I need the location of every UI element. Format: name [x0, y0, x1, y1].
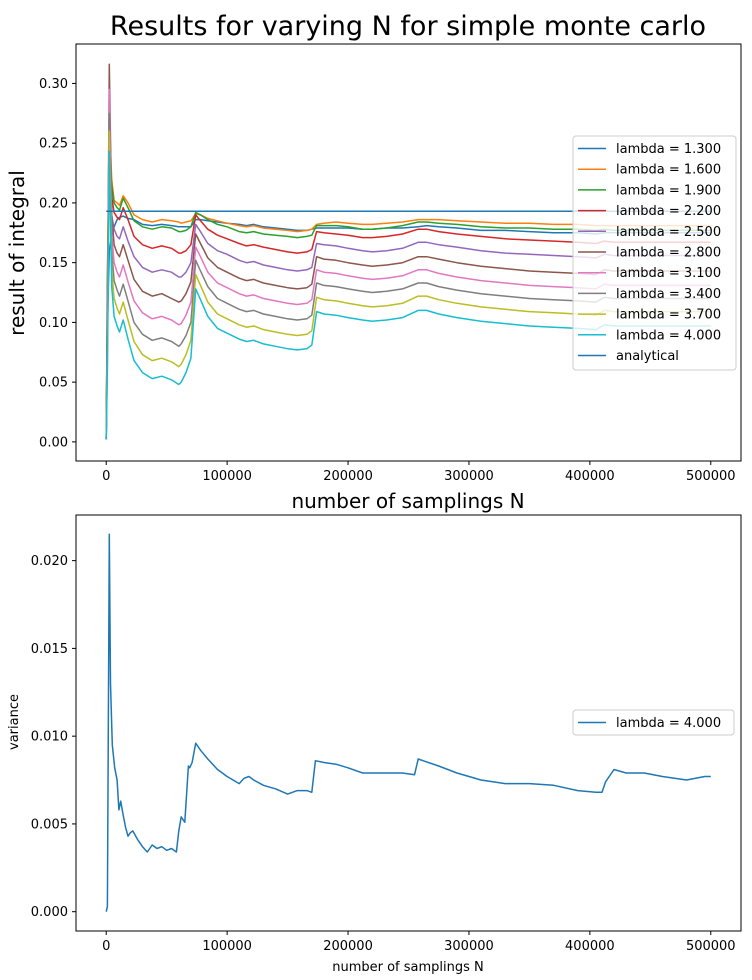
results-chart-xtick-label: 0 — [102, 469, 110, 484]
results-chart-series-line-7 — [105, 88, 711, 440]
variance-chart-xtick-label: 500000 — [686, 939, 736, 954]
results-chart-series-line-2 — [105, 118, 711, 440]
results-chart-ytick-label: 0.10 — [39, 316, 68, 331]
results-chart-ytick-label: 0.25 — [39, 137, 68, 152]
results-chart-legend-box — [572, 135, 737, 371]
variance-chart-xlabel: number of samplings N — [332, 960, 484, 975]
results-chart-xtick-label: 100000 — [202, 469, 252, 484]
variance-chart: 0 100000 200000 300000 400000 500000 0.000 0.00… — [7, 514, 742, 975]
results-chart-ytick-label: 0.00 — [39, 435, 68, 450]
results-chart-legend-label: lambda = 1.600 — [616, 163, 721, 178]
results-chart-series-line-1 — [105, 215, 711, 440]
results-chart-title: Results for varying N for simple monte c… — [110, 11, 706, 42]
variance-chart-xtick-label: 100000 — [202, 939, 252, 954]
variance-chart-ytick-label: 0.005 — [31, 817, 68, 832]
results-chart: Results for varying N for simple monte c… — [5, 11, 742, 513]
results-chart-ytick-label: 0.30 — [39, 77, 68, 92]
variance-chart-legend-box — [572, 709, 735, 736]
results-chart-lines — [105, 63, 711, 440]
variance-chart-ytick-label: 0.000 — [31, 905, 68, 920]
results-chart-xtick-label: 300000 — [444, 469, 494, 484]
variance-chart-xtick-label: 300000 — [444, 939, 494, 954]
results-chart-xlabel: number of samplings N — [291, 489, 524, 513]
variance-chart-xtick-label: 0 — [102, 939, 110, 954]
variance-chart-axes: 0 100000 200000 300000 400000 500000 0.000 0.00… — [31, 514, 742, 954]
variance-chart-legend: lambda = 4.000 — [572, 709, 735, 736]
results-chart-series-line-9 — [105, 130, 711, 440]
results-chart-legend-label: lambda = 2.800 — [616, 246, 721, 261]
variance-chart-ytick-label: 0.015 — [31, 642, 68, 657]
results-chart-series-line-4 — [105, 136, 711, 440]
results-chart-series-line-3 — [105, 130, 711, 440]
variance-chart-lines — [105, 533, 711, 912]
results-chart-legend-label: lambda = 2.200 — [616, 204, 721, 219]
results-chart-ylabel: result of integral — [5, 170, 29, 336]
results-chart-legend-label: lambda = 3.100 — [616, 266, 721, 281]
results-chart-legend-label: lambda = 2.500 — [616, 225, 721, 240]
results-chart-legend-label: lambda = 3.400 — [616, 287, 721, 302]
variance-chart-ytick-label: 0.010 — [31, 730, 68, 745]
results-chart-series-line-5 — [105, 142, 711, 440]
results-chart-frame — [75, 43, 742, 462]
variance-chart-xtick-label: 200000 — [323, 939, 373, 954]
results-chart-series-line-8 — [105, 112, 711, 440]
variance-chart-legend-label: lambda = 4.000 — [616, 716, 721, 731]
results-chart-legend-label: lambda = 1.900 — [616, 183, 721, 198]
variance-chart-ytick-label: 0.020 — [31, 554, 68, 569]
variance-chart-ylabel: variance — [7, 694, 22, 750]
variance-chart-frame — [75, 514, 742, 932]
variance-chart-xtick-label: 400000 — [565, 939, 615, 954]
results-chart-ytick-label: 0.20 — [39, 196, 68, 211]
results-chart-series-line-10 — [105, 150, 711, 440]
results-chart-xtick-label: 200000 — [323, 469, 373, 484]
results-chart-ytick-label: 0.05 — [39, 376, 68, 391]
results-chart-xtick-label: 500000 — [686, 469, 736, 484]
results-chart-ytick-label: 0.15 — [39, 256, 68, 271]
results-chart-legend: lambda = 1.300 lambda = 1.600 lambda = 1.9… — [572, 135, 737, 371]
results-chart-xtick-label: 400000 — [565, 469, 615, 484]
variance-chart-series-line-1 — [105, 533, 711, 912]
results-chart-series-line-6 — [105, 63, 711, 440]
results-chart-legend-label: lambda = 4.000 — [616, 328, 721, 343]
results-chart-axes: 0 100000 200000 300000 400000 500000 0.00 0.05 0… — [39, 43, 742, 484]
results-chart-legend-label: lambda = 1.300 — [616, 142, 721, 157]
results-chart-legend-label: analytical — [616, 349, 679, 364]
results-chart-legend-label: lambda = 3.700 — [616, 308, 721, 323]
